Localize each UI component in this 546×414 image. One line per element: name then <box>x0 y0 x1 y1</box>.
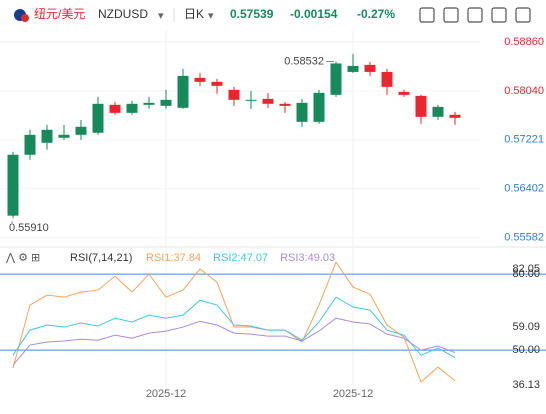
y-tick-label: 59.09 <box>512 321 540 333</box>
y-tick-label: 50.00 <box>512 344 540 356</box>
symbol[interactable]: NZDUSD <box>98 7 148 21</box>
candle-body <box>432 106 444 117</box>
candle-body <box>109 104 121 113</box>
legend-entry: RSI1:37.84 <box>146 252 201 264</box>
candle-body <box>262 98 274 104</box>
candle-body <box>92 103 104 133</box>
tool-icon[interactable] <box>443 7 459 23</box>
candle-body <box>58 134 70 138</box>
y-tick-label: 80.00 <box>512 268 540 280</box>
candle-body <box>160 99 172 106</box>
candle-body <box>381 71 393 87</box>
y-tick-label: 0.56402 <box>504 183 544 195</box>
period[interactable]: 日K <box>184 7 204 21</box>
y-tick-label: 0.57221 <box>504 134 544 146</box>
y-tick-label: 0.58860 <box>504 36 544 48</box>
change-pct: -0.27% <box>357 7 395 21</box>
y-tick-label: 0.58040 <box>504 85 544 97</box>
candle-body <box>177 75 189 108</box>
candle-body <box>330 63 342 95</box>
flag-icon <box>21 14 29 22</box>
dropdown-icon[interactable]: ▾ <box>158 10 164 22</box>
candle-body <box>415 95 427 117</box>
rsi-line <box>12 296 456 358</box>
tool-icon[interactable] <box>491 7 507 23</box>
rsi-line <box>12 261 456 383</box>
candle-body <box>245 99 257 101</box>
tool-icon[interactable] <box>467 7 483 23</box>
candle-body <box>75 126 87 135</box>
dropdown-icon[interactable]: ▾ <box>208 10 214 22</box>
candle-body <box>7 154 19 216</box>
candle-body <box>279 103 291 106</box>
candle-body <box>313 92 325 122</box>
candle-body <box>194 77 206 82</box>
rsi-icons[interactable]: ⋀ ⚙ ⊞ <box>5 252 40 264</box>
tool-icon[interactable] <box>419 7 435 23</box>
candle-body <box>143 102 155 105</box>
header-bar <box>0 0 546 30</box>
rsi-line <box>12 317 456 366</box>
rsi-title: RSI(7,14,21) <box>70 252 132 264</box>
annotation: 0.58532 <box>284 55 324 67</box>
x-tick-label: 2025-12 <box>146 388 186 400</box>
pair-name[interactable]: 纽元/美元 <box>34 7 85 21</box>
candle-body <box>296 102 308 122</box>
candle-body <box>41 129 53 143</box>
y-tick-label: 0.55582 <box>504 232 544 244</box>
candle-body <box>126 103 138 113</box>
price: 0.57539 <box>230 7 274 21</box>
legend-entry: RSI2:47.07 <box>213 252 268 264</box>
candle-body <box>449 114 461 118</box>
tool-icon[interactable] <box>515 7 531 23</box>
candle-body <box>228 89 240 100</box>
y-tick-label: 36.13 <box>512 379 540 391</box>
annotation: 0.55910 <box>9 222 49 234</box>
x-tick-label: 2025-12 <box>333 388 373 400</box>
y-tick-label: 82.05 <box>512 263 540 275</box>
candle-body <box>347 65 359 72</box>
candle-body <box>211 81 223 86</box>
candle-body <box>24 134 36 155</box>
candle-body <box>398 91 410 95</box>
change: -0.00154 <box>290 7 338 21</box>
candle-body <box>364 64 376 72</box>
legend-entry: RSI3:49.03 <box>280 252 335 264</box>
